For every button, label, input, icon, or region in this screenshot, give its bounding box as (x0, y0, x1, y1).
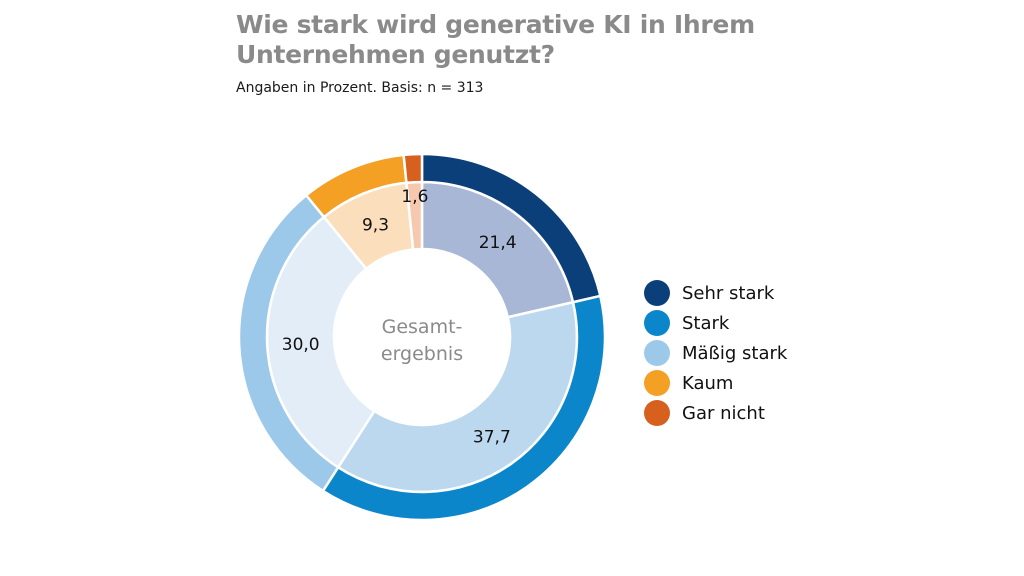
chart-legend: Sehr stark Stark Mäßig stark Kaum Gar nicht (644, 278, 787, 428)
legend-label: Stark (682, 312, 730, 334)
legend-swatch (644, 310, 670, 336)
chart-subtitle: Angaben in Prozent. Basis: n = 313 (236, 80, 484, 96)
legend-label: Kaum (682, 372, 734, 394)
value-label-stark: 37,7 (473, 427, 511, 447)
value-label-sehr-stark: 21,4 (479, 233, 517, 253)
legend-swatch (644, 340, 670, 366)
legend-label: Gar nicht (682, 402, 765, 424)
center-label-line-2: ergebnis (381, 343, 463, 365)
legend-item-maessig-stark: Mäßig stark (644, 338, 787, 368)
legend-label: Sehr stark (682, 282, 775, 304)
value-label-maessig-stark: 30,0 (282, 335, 320, 355)
legend-swatch (644, 280, 670, 306)
legend-item-kaum: Kaum (644, 368, 787, 398)
legend-swatch (644, 370, 670, 396)
value-label-gar-nicht: 1,6 (401, 187, 428, 207)
legend-item-stark: Stark (644, 308, 787, 338)
legend-item-sehr-stark: Sehr stark (644, 278, 787, 308)
chart-title: Wie stark wird generative KI in Ihrem Un… (236, 10, 755, 69)
center-label-line-1: Gesamt- (382, 316, 463, 338)
legend-label: Mäßig stark (682, 342, 788, 364)
legend-swatch (644, 400, 670, 426)
legend-item-gar-nicht: Gar nicht (644, 398, 787, 428)
value-label-kaum: 9,3 (362, 216, 389, 236)
slice-outer-gar-nicht (402, 152, 424, 185)
